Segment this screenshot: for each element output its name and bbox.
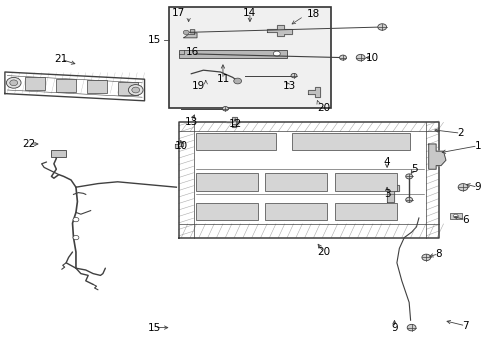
- Circle shape: [10, 80, 18, 86]
- Bar: [196, 203, 258, 220]
- Bar: [266, 173, 327, 191]
- Bar: [169, 7, 331, 108]
- Circle shape: [422, 254, 431, 261]
- Text: 8: 8: [435, 249, 442, 259]
- Circle shape: [183, 30, 189, 35]
- Text: 10: 10: [175, 141, 188, 151]
- Text: 15: 15: [147, 35, 161, 45]
- Circle shape: [128, 85, 143, 95]
- Bar: [119, 82, 138, 95]
- Text: 4: 4: [384, 157, 391, 167]
- Polygon shape: [387, 185, 399, 202]
- Circle shape: [406, 174, 413, 179]
- Text: 17: 17: [172, 8, 186, 18]
- Polygon shape: [184, 30, 197, 38]
- Bar: [179, 50, 287, 58]
- Text: 13: 13: [282, 81, 296, 91]
- Bar: [450, 213, 462, 219]
- Circle shape: [378, 24, 387, 30]
- Circle shape: [291, 73, 297, 78]
- Text: 6: 6: [462, 215, 469, 225]
- Circle shape: [73, 217, 79, 222]
- Text: 19: 19: [192, 81, 205, 91]
- Bar: [266, 203, 327, 220]
- Bar: [335, 203, 396, 220]
- Text: 14: 14: [243, 8, 257, 18]
- Bar: [25, 77, 45, 90]
- Text: 16: 16: [186, 47, 199, 57]
- Circle shape: [458, 184, 468, 191]
- Circle shape: [356, 54, 365, 61]
- Circle shape: [6, 77, 21, 88]
- Text: 20: 20: [317, 247, 330, 257]
- Text: 13: 13: [184, 117, 198, 127]
- Circle shape: [453, 214, 458, 218]
- Bar: [196, 133, 276, 150]
- Text: 1: 1: [474, 141, 481, 151]
- Text: 18: 18: [307, 9, 320, 19]
- Text: 12: 12: [228, 119, 242, 129]
- Circle shape: [407, 324, 416, 331]
- Text: 7: 7: [462, 321, 469, 331]
- Bar: [87, 80, 107, 93]
- Circle shape: [406, 197, 413, 202]
- Bar: [51, 150, 66, 157]
- Text: 2: 2: [457, 128, 464, 138]
- Text: 9: 9: [391, 323, 398, 333]
- Polygon shape: [308, 87, 320, 97]
- Polygon shape: [429, 144, 446, 169]
- Polygon shape: [267, 25, 292, 36]
- Text: 20: 20: [317, 103, 330, 113]
- Circle shape: [73, 235, 79, 240]
- Text: 21: 21: [54, 54, 68, 64]
- Bar: [196, 173, 258, 191]
- Polygon shape: [175, 142, 183, 148]
- Circle shape: [132, 87, 140, 93]
- Text: 15: 15: [147, 323, 161, 333]
- Circle shape: [340, 55, 346, 60]
- Text: 5: 5: [411, 164, 417, 174]
- Polygon shape: [226, 117, 237, 127]
- Circle shape: [222, 107, 228, 111]
- Bar: [335, 173, 396, 191]
- Text: 22: 22: [22, 139, 35, 149]
- Text: 9: 9: [474, 182, 481, 192]
- Text: 3: 3: [384, 189, 391, 199]
- Circle shape: [273, 51, 280, 56]
- Text: 10: 10: [366, 53, 379, 63]
- Bar: [292, 133, 410, 150]
- Bar: [56, 79, 76, 92]
- Circle shape: [234, 78, 242, 84]
- Text: 11: 11: [216, 74, 230, 84]
